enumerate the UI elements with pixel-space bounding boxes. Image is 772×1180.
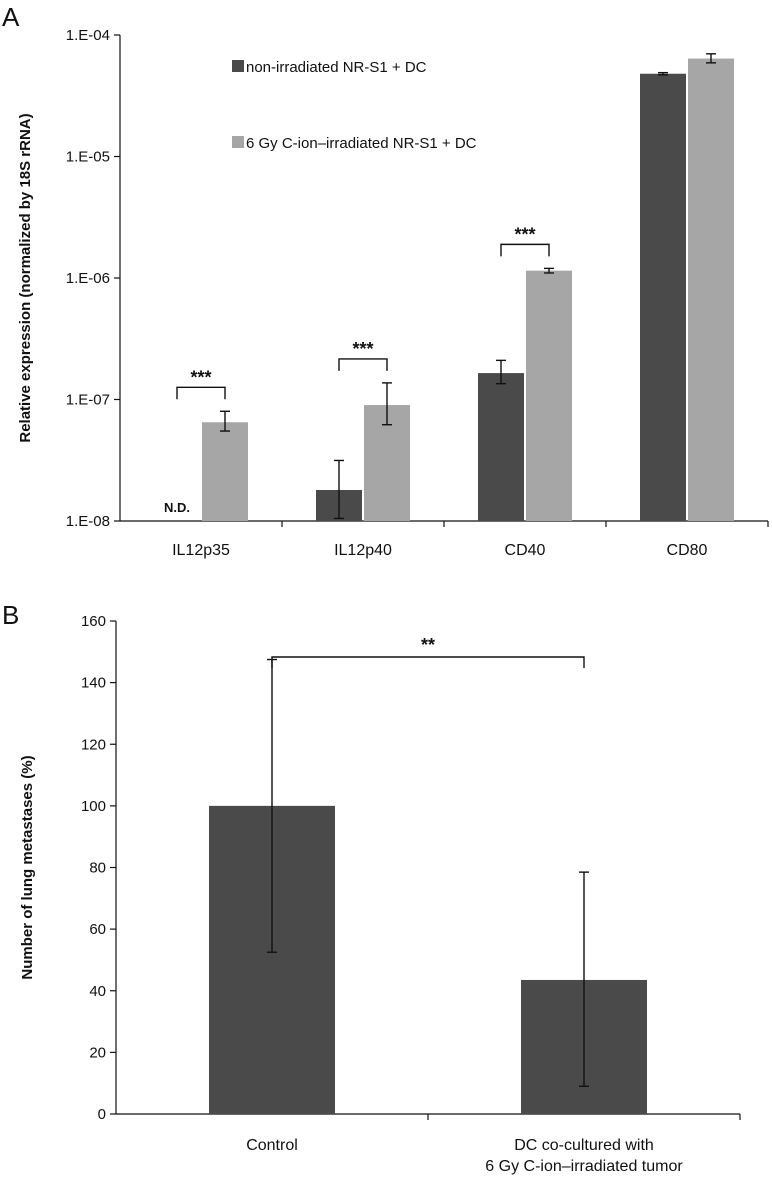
- panel-a: A 1.E-08 1.E-07 1.E-06 1.E-05 1.E-04 Relative…: [2, 2, 769, 559]
- panel-b-letter: B: [2, 600, 19, 630]
- significance-label: **: [421, 635, 435, 655]
- y-tick-label: 1.E-08: [66, 513, 110, 530]
- significance-label: ***: [514, 224, 535, 244]
- bar-non-irradiated: [478, 373, 524, 521]
- y-tick-label: 1.E-04: [66, 27, 110, 44]
- x-tick-label: IL12p40: [334, 542, 392, 559]
- y-tick-label: 1.E-07: [66, 392, 110, 409]
- significance-bracket: [338, 358, 388, 371]
- y-tick-label: 160: [81, 613, 106, 630]
- significance-label: ***: [352, 339, 373, 359]
- y-tick-label: 0: [98, 1106, 106, 1123]
- y-tick-label: 60: [89, 921, 106, 938]
- significance-label: ***: [190, 367, 211, 387]
- bar-irradiated: [202, 422, 248, 521]
- y-tick-label: 1.E-06: [66, 270, 110, 287]
- significance-bracket: [271, 656, 585, 668]
- x-tick-label: CD40: [505, 542, 546, 559]
- y-tick-label: 20: [89, 1044, 106, 1061]
- legend-label-irradiated: 6 Gy C-ion–irradiated NR-S1 + DC: [246, 135, 477, 152]
- legend-swatch-irradiated: [232, 136, 244, 148]
- x-tick-label: DC co-cultured with: [514, 1137, 654, 1154]
- significance-bracket: [500, 243, 550, 257]
- y-tick-label: 40: [89, 983, 106, 1000]
- panel-b: B 0 20 40 60 80 100 120 140 160 Number of lung me…: [2, 600, 741, 1175]
- legend-label-non-irradiated: non-irradiated NR-S1 + DC: [246, 59, 427, 76]
- x-tick-label: CD80: [667, 542, 708, 559]
- x-tick-label: IL12p35: [172, 542, 230, 559]
- bar-irradiated: [688, 58, 734, 521]
- x-tick-label: Control: [246, 1137, 298, 1154]
- y-axis-label: Relative expression (normalized by 18S r…: [17, 113, 34, 442]
- y-tick-label: 80: [89, 860, 106, 877]
- bar-non-irradiated: [640, 73, 686, 521]
- panel-a-letter: A: [2, 2, 20, 32]
- y-axis-label: Number of lung metastases (%): [19, 755, 36, 979]
- not-detected-label: N.D.: [164, 500, 190, 515]
- x-tick-label: 6 Gy C-ion–irradiated tumor: [485, 1158, 683, 1175]
- significance-bracket: [176, 386, 226, 400]
- legend-swatch-non-irradiated: [232, 60, 244, 72]
- bar-irradiated: [526, 270, 572, 521]
- y-tick-label: 140: [81, 675, 106, 692]
- y-tick-label: 120: [81, 736, 106, 753]
- y-tick-label: 1.E-05: [66, 149, 110, 166]
- y-tick-label: 100: [81, 798, 106, 815]
